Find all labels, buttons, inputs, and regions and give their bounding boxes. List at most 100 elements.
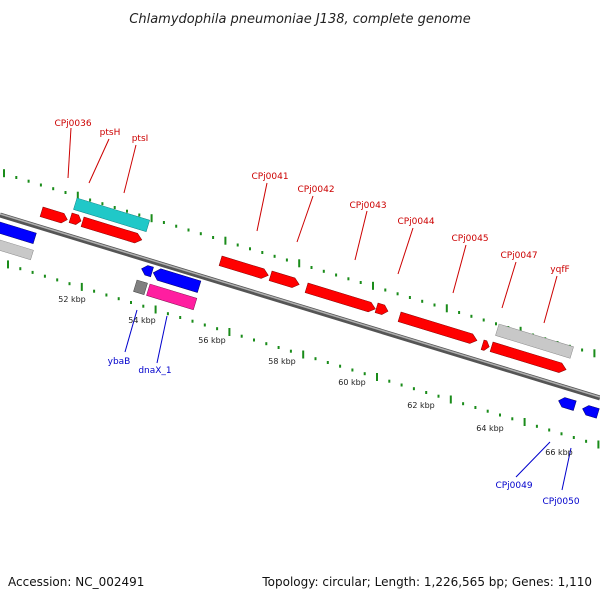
gene-label[interactable]: CPj0049 bbox=[495, 481, 532, 491]
scale-tick bbox=[437, 394, 440, 398]
gene-ptsi[interactable] bbox=[80, 216, 143, 245]
scale-tick bbox=[162, 221, 165, 224]
gene-cpj0036[interactable] bbox=[39, 206, 69, 224]
scale-tick bbox=[68, 282, 71, 286]
scale-tick bbox=[495, 322, 497, 326]
map-title: Chlamydophila pneumoniae J138, complete … bbox=[129, 12, 470, 27]
scale-tick bbox=[581, 348, 584, 352]
gene-cpj0044[interactable] bbox=[374, 302, 389, 316]
scale-tick bbox=[265, 342, 268, 346]
scale-tick bbox=[113, 206, 116, 209]
gene-cpj0042[interactable] bbox=[268, 270, 301, 289]
scale-tick bbox=[523, 418, 526, 426]
scale-tick bbox=[486, 409, 489, 413]
scale-tick bbox=[449, 395, 452, 404]
gene-reverse-ybab[interactable] bbox=[151, 267, 202, 293]
scale-tick bbox=[224, 236, 227, 245]
scale-tick bbox=[138, 213, 141, 217]
gene-cyan[interactable] bbox=[73, 197, 150, 233]
scale-label: 62 kbp bbox=[407, 401, 435, 410]
gene-labels-forward: CPj0036 ptsH ptsI CPj0041 CPj0042 CPj004… bbox=[54, 119, 569, 275]
scale-tick bbox=[326, 361, 329, 364]
scale-tick bbox=[445, 304, 448, 313]
gene-label[interactable]: CPj0043 bbox=[349, 201, 386, 211]
gene-label[interactable]: CPj0050 bbox=[542, 497, 579, 507]
scale-tick bbox=[302, 350, 305, 359]
gene-label[interactable]: ptsI bbox=[132, 134, 149, 144]
gene-yqff[interactable] bbox=[489, 341, 568, 374]
gene-cpj0045[interactable] bbox=[397, 311, 478, 345]
scale-tick bbox=[19, 267, 22, 271]
scale-tick bbox=[117, 297, 120, 301]
gene-label[interactable]: yqfF bbox=[550, 265, 569, 275]
scale-tick bbox=[289, 349, 292, 353]
label-leaders-forward bbox=[67, 127, 558, 324]
scale-tick bbox=[335, 273, 338, 277]
scale-tick bbox=[593, 349, 596, 358]
scale-tick bbox=[212, 236, 215, 239]
scale-tick bbox=[462, 402, 465, 406]
scale-tick bbox=[585, 439, 588, 443]
scale-tick bbox=[482, 318, 485, 322]
scale-tick bbox=[228, 328, 231, 336]
scale-label: 60 kbp bbox=[338, 378, 366, 387]
gene-cpj0047[interactable] bbox=[480, 339, 491, 352]
gene-label[interactable]: ptsH bbox=[100, 128, 121, 138]
gene-darkgray[interactable] bbox=[133, 279, 148, 296]
topology-text: Topology: circular; Length: 1,226,565 bp… bbox=[261, 575, 592, 589]
gene-label[interactable]: CPj0041 bbox=[251, 172, 288, 182]
scale-tick bbox=[347, 277, 350, 281]
scale-label: 56 kbp bbox=[198, 336, 226, 345]
scale-tick bbox=[166, 312, 169, 316]
scale-tick bbox=[64, 191, 67, 194]
scale-tick bbox=[7, 260, 9, 269]
gene-cpj0049[interactable] bbox=[557, 396, 577, 411]
scale-tick bbox=[43, 274, 46, 278]
gene-cpj0043[interactable] bbox=[304, 282, 377, 314]
gene-gray-left[interactable] bbox=[0, 239, 34, 261]
scale-tick bbox=[458, 311, 461, 314]
scale-tick bbox=[76, 191, 79, 200]
scale-tick bbox=[376, 373, 378, 381]
label-leaders-reverse bbox=[124, 309, 572, 491]
scale-tick bbox=[187, 228, 190, 232]
scale-tick bbox=[535, 424, 538, 428]
gene-reverse-small[interactable] bbox=[140, 264, 154, 278]
scale-tick bbox=[56, 278, 59, 282]
scale-tick bbox=[421, 299, 424, 303]
scale-tick bbox=[261, 251, 264, 254]
gene-label[interactable]: dnaX_1 bbox=[138, 366, 171, 376]
scale-tick bbox=[412, 387, 415, 391]
scale-tick bbox=[52, 187, 55, 191]
scale-tick bbox=[31, 270, 34, 274]
scale-tick bbox=[408, 296, 411, 299]
scale-tick bbox=[351, 368, 354, 372]
scale-tick bbox=[216, 327, 219, 331]
scale-tick bbox=[130, 301, 132, 304]
scale-label: 64 kbp bbox=[476, 424, 504, 433]
scale-tick bbox=[191, 319, 194, 323]
scale-tick bbox=[154, 305, 157, 314]
gene-gray-right[interactable] bbox=[495, 323, 574, 359]
gene-label[interactable]: CPj0036 bbox=[54, 119, 91, 129]
gene-cpj0050[interactable] bbox=[581, 404, 600, 419]
scale-tick bbox=[372, 281, 374, 290]
gene-features bbox=[0, 197, 600, 419]
gene-label[interactable]: CPj0042 bbox=[297, 185, 334, 195]
gene-cpj0041[interactable] bbox=[218, 255, 270, 280]
scale-tick bbox=[93, 289, 96, 293]
scale-tick bbox=[388, 379, 391, 383]
gene-ptsh[interactable] bbox=[68, 212, 82, 226]
gene-label[interactable]: CPj0047 bbox=[500, 251, 537, 261]
scale-tick bbox=[384, 288, 387, 292]
scale-tick bbox=[400, 383, 403, 387]
scale-tick bbox=[322, 269, 325, 273]
gene-reverse-left[interactable] bbox=[0, 221, 37, 244]
gene-label[interactable]: CPj0045 bbox=[451, 234, 488, 244]
gene-dnax-1[interactable] bbox=[146, 283, 198, 311]
gene-label[interactable]: ybaB bbox=[108, 357, 131, 367]
gene-label[interactable]: CPj0044 bbox=[397, 217, 434, 227]
scale-label: 52 kbp bbox=[58, 295, 86, 304]
